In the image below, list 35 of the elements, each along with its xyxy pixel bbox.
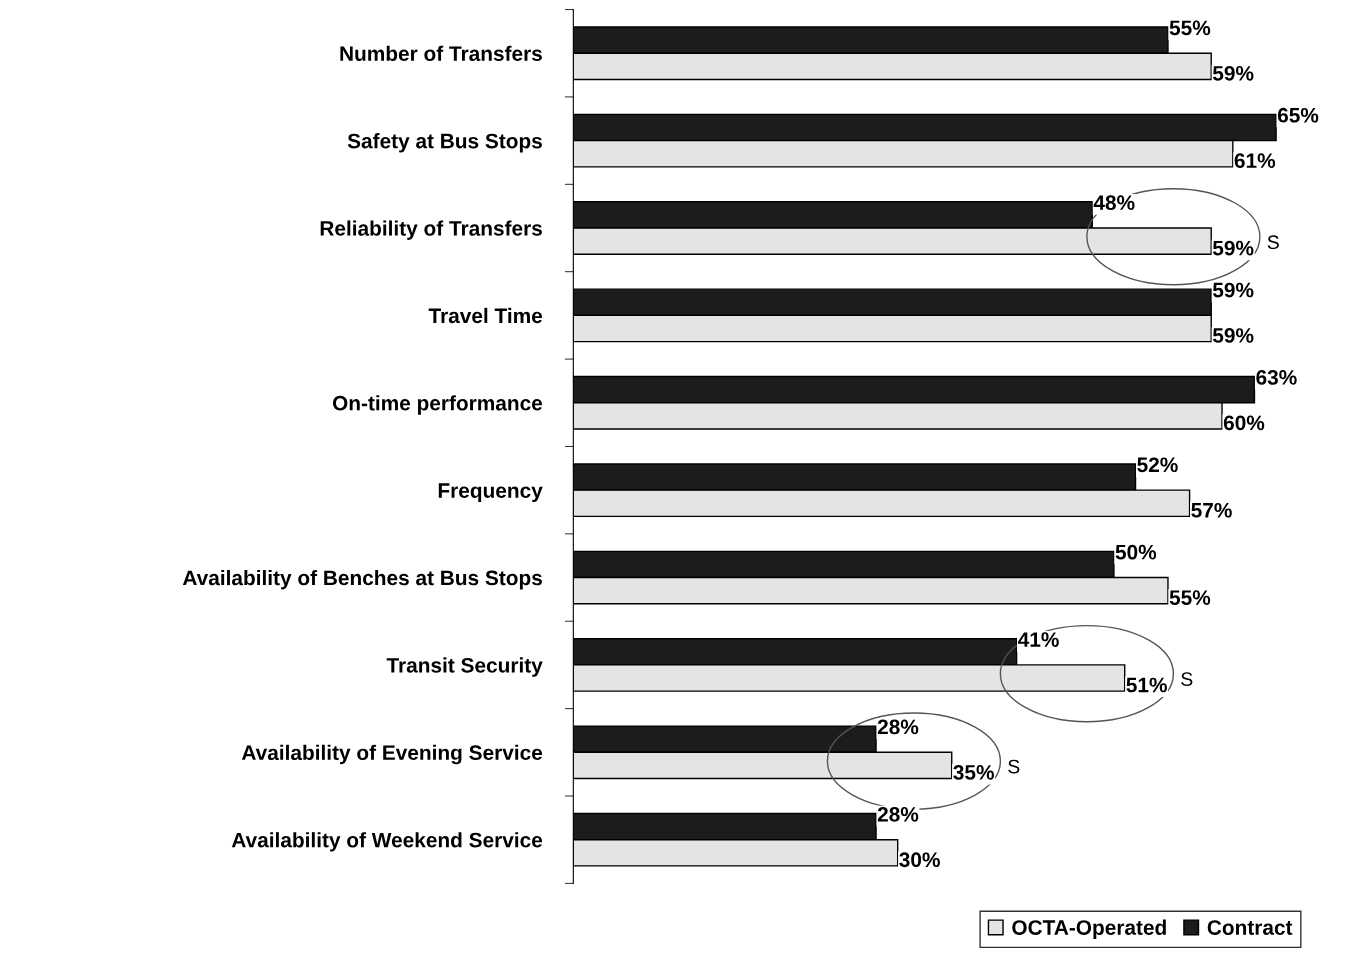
- data-label: 59%: [1212, 282, 1254, 298]
- data-label: 60%: [1223, 415, 1265, 431]
- legend-label: Contract: [1207, 920, 1293, 935]
- y-tick-label: Safety at Bus Stops: [347, 133, 542, 153]
- y-tick-label: Number of Transfers: [340, 45, 542, 61]
- annotation: S: [1267, 235, 1279, 250]
- data-label: 61%: [1234, 153, 1276, 169]
- y-tick-label: Reliability of Transfers: [320, 220, 542, 240]
- data-label: 59%: [1212, 328, 1254, 343]
- data-label: 48%: [1093, 195, 1135, 211]
- data-label: 59%: [1212, 65, 1254, 81]
- data-label: 28%: [877, 719, 919, 735]
- annotation: S: [1008, 759, 1020, 774]
- legend-label: OCTA-Operated: [1012, 919, 1166, 940]
- data-label: 51%: [1126, 677, 1167, 693]
- data-label: 28%: [877, 806, 919, 822]
- data-label: 59%: [1212, 240, 1254, 256]
- data-label: 52%: [1137, 457, 1178, 473]
- y-tick-label: Availability of Weekend Service: [231, 832, 543, 852]
- annotation: S: [1181, 672, 1193, 687]
- data-label: 57%: [1191, 502, 1232, 518]
- y-tick-label: Frequency: [438, 483, 543, 503]
- y-tick-label: Availability of Benches at Bus Stops: [182, 569, 542, 590]
- data-label: 63%: [1256, 370, 1297, 385]
- data-label: 55%: [1169, 20, 1211, 36]
- data-label: 50%: [1115, 544, 1157, 560]
- data-label: 35%: [953, 764, 994, 780]
- y-tick-label: Travel Time: [428, 307, 543, 324]
- y-tick-label: Availability of Evening Service: [241, 744, 543, 765]
- data-label: 30%: [899, 852, 940, 868]
- data-label: 41%: [1018, 632, 1059, 647]
- y-tick-label: Transit Security: [386, 657, 543, 677]
- data-label: 55%: [1169, 590, 1211, 605]
- data-label: 65%: [1277, 107, 1319, 123]
- y-tick-label: On-time performance: [332, 395, 543, 415]
